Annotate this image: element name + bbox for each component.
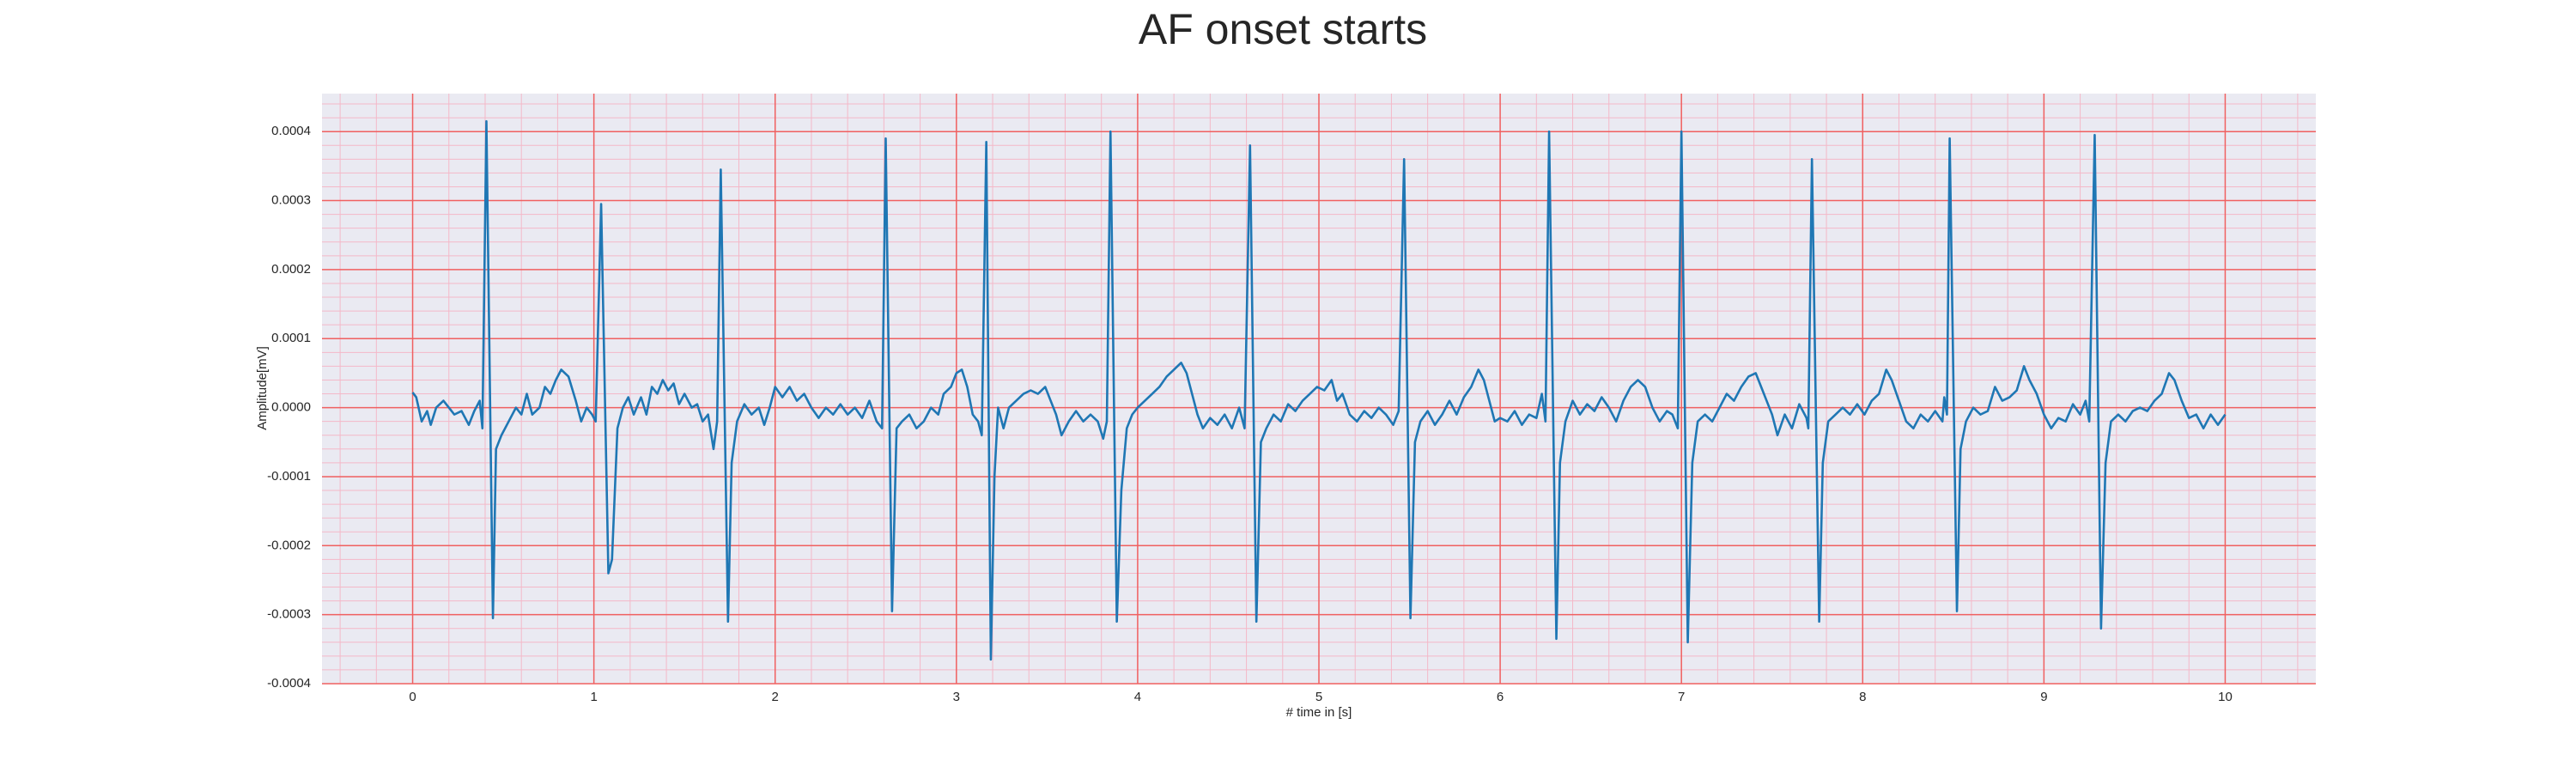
y-tick-label: -0.0003 — [267, 607, 311, 622]
x-tick-label: 0 — [409, 690, 416, 704]
x-tick-label: 4 — [1134, 690, 1141, 704]
x-tick-label: 6 — [1497, 690, 1504, 704]
x-axis-label: # time in [s] — [1286, 705, 1352, 720]
marks — [411, 119, 2227, 661]
y-tick-label: -0.0002 — [267, 538, 311, 552]
x-tick-label: 5 — [1315, 690, 1322, 704]
x-tick-label: 10 — [2218, 690, 2233, 704]
y-tick-label: 0.0004 — [271, 124, 311, 138]
x-tick-label: 2 — [772, 690, 779, 704]
x-tick-label: 1 — [590, 690, 597, 704]
chart-title: AF onset starts — [1139, 5, 1427, 53]
x-tick-label: 8 — [1859, 690, 1866, 704]
y-tick-label: 0.0001 — [271, 331, 311, 345]
x-tick-label: 7 — [1678, 690, 1685, 704]
y-tick-label: 0.0000 — [271, 400, 311, 415]
y-tick-label: 0.0003 — [271, 193, 311, 208]
y-tick-label: -0.0001 — [267, 469, 311, 484]
ecg-line — [411, 119, 2227, 661]
y-axis-label: Amplitude[mV] — [255, 346, 270, 430]
x-tick-label: 9 — [2040, 690, 2047, 704]
y-tick-label: -0.0004 — [267, 676, 311, 691]
x-tick-label: 3 — [953, 690, 960, 704]
tick-labels: 0 1 2 3 4 5 6 7 8 9 10 -0.0004 -0.0003 -0.0002 -0.0001… — [267, 124, 2233, 704]
y-tick-label: 0.0002 — [271, 262, 311, 277]
